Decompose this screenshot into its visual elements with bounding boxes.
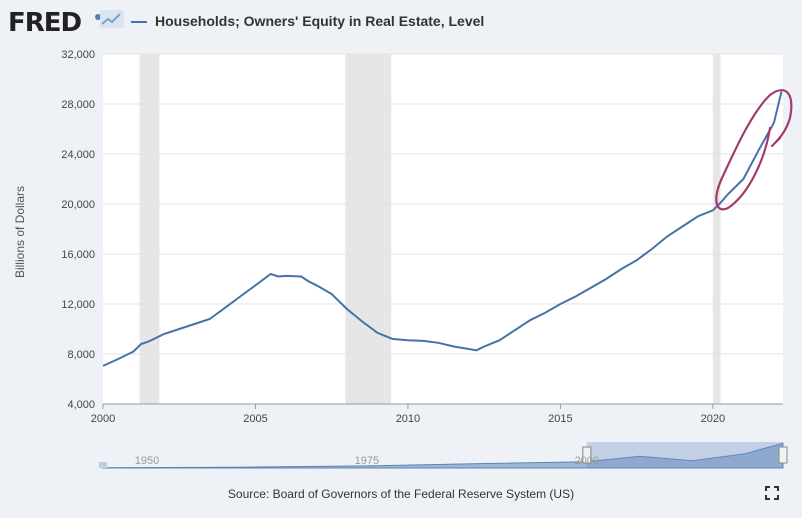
x-tick-label: 2020 — [701, 413, 725, 425]
recession-band — [712, 54, 721, 404]
navigator-selection[interactable] — [586, 442, 783, 468]
y-tick-label: 28,000 — [61, 99, 95, 111]
x-tick-label: 2000 — [91, 413, 115, 425]
source-note: Source: Board of Governors of the Federa… — [227, 487, 575, 501]
chart-header: FRED Households; Owners' Equity in Real … — [0, 0, 802, 44]
y-tick-label: 24,000 — [61, 149, 95, 161]
logo-dot — [95, 14, 101, 20]
y-tick-label: 4,000 — [67, 399, 95, 411]
y-tick-label: 32,000 — [61, 49, 95, 61]
y-tick-label: 20,000 — [61, 199, 95, 211]
x-tick-label: 2010 — [396, 413, 420, 425]
y-tick-label: 16,000 — [61, 249, 95, 261]
y-tick-label: 12,000 — [61, 299, 95, 311]
fred-logo[interactable]: FRED — [8, 8, 82, 38]
navigator-handle-right[interactable] — [778, 446, 788, 464]
series-title[interactable]: Households; Owners' Equity in Real Estat… — [155, 13, 485, 29]
y-tick-label: 8,000 — [67, 349, 95, 361]
legend-swatch — [131, 21, 147, 23]
recession-band — [345, 54, 392, 404]
fullscreen-icon[interactable] — [765, 486, 779, 500]
hand-drawn-annotation — [715, 89, 793, 211]
navigator-label: 1950 — [135, 455, 159, 467]
navigator-label: 2000 — [575, 455, 599, 467]
series-line[interactable] — [102, 91, 783, 367]
navigator-series — [102, 442, 784, 469]
navigator-label: 1975 — [355, 455, 379, 467]
navigator-handle-left[interactable] — [582, 446, 592, 464]
plot-area — [103, 54, 783, 404]
x-tick-label: 2015 — [548, 413, 572, 425]
navigator-scroll-left[interactable] — [99, 462, 107, 468]
line-chart: 4,000 8,000 12,000 16,000 20,000 24,000 28,000… — [61, 49, 793, 469]
recession-band — [139, 54, 160, 404]
line-chart-icon — [100, 10, 124, 28]
x-tick-label: 2005 — [243, 413, 267, 425]
